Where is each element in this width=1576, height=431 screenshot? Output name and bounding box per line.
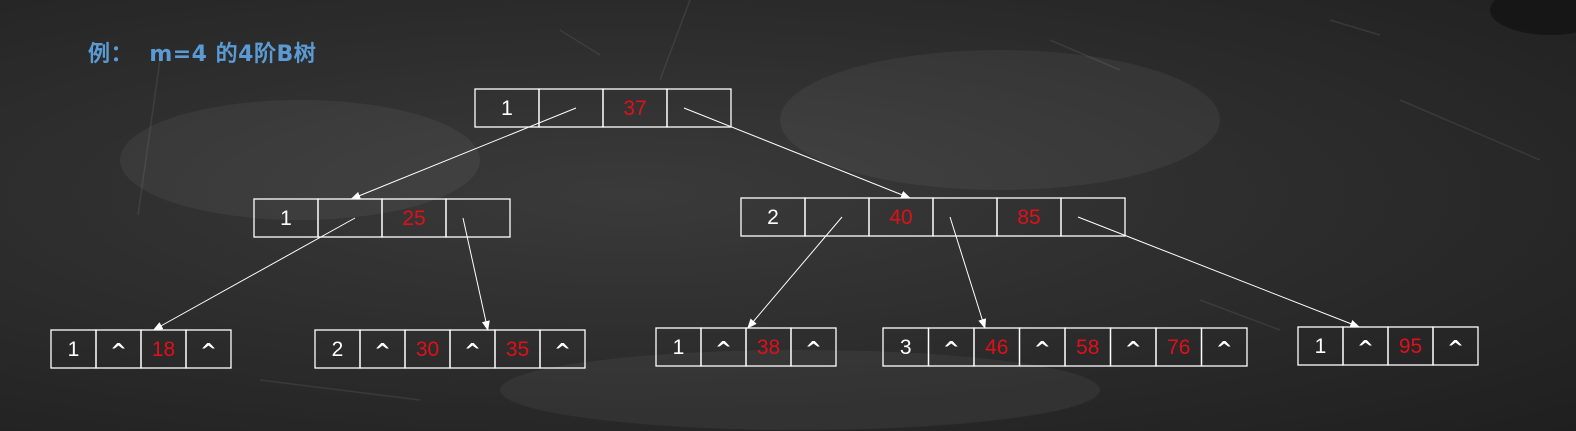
leaf2-null-pointer-1: ^ <box>464 339 481 363</box>
leaf4-null-pointer-0: ^ <box>943 337 960 361</box>
leaf3-null-pointer-1: ^ <box>805 337 822 361</box>
tree-node-leaf2: 2 ^ 30 ^ 35 ^ <box>314 329 586 369</box>
leaf1-key-count: 1 <box>68 338 80 361</box>
leaf2-null-pointer-0: ^ <box>374 339 391 363</box>
leaf4-null-pointer-1: ^ <box>1034 337 1051 361</box>
left-key-count: 1 <box>280 207 292 230</box>
right-key-count: 2 <box>767 206 779 229</box>
leaf4-key-count: 3 <box>900 336 912 359</box>
left-cell-ptr-1 <box>445 198 511 238</box>
edge-right-to-leaf4 <box>949 216 987 329</box>
root-key-count: 1 <box>501 97 513 120</box>
edge-right-to-leaf5 <box>1077 216 1361 328</box>
edge-root-to-right <box>683 107 911 199</box>
leaf5-null-pointer-1: ^ <box>1447 336 1464 360</box>
root-key-0: 37 <box>623 97 646 120</box>
leaf3-cell-ptr-1 <box>790 327 837 367</box>
leaf3-null-pointer-0: ^ <box>715 337 732 361</box>
tree-node-leaf5: 1 ^ 95 ^ <box>1297 326 1479 366</box>
leaf2-null-pointer-2: ^ <box>554 339 571 363</box>
leaf2-key-0: 30 <box>416 338 439 361</box>
right-cell-ptr-2 <box>1060 197 1126 237</box>
leaf3-key-count: 1 <box>673 336 685 359</box>
leaf2-cell-ptr-2 <box>539 329 586 369</box>
leaf5-key-count: 1 <box>1315 335 1327 358</box>
leaf1-cell-ptr-1 <box>185 329 232 369</box>
edges <box>152 107 1361 331</box>
right-cell-ptr-1 <box>932 197 998 237</box>
right-key-0: 40 <box>889 206 912 229</box>
tree-node-leaf1: 1 ^ 18 ^ <box>50 329 232 369</box>
tree-node-leaf3: 1 ^ 38 ^ <box>655 327 837 367</box>
root-cell-ptr-1 <box>666 88 732 128</box>
right-cell-ptr-0 <box>804 197 870 237</box>
tree-node-right: 2 40 85 <box>740 197 1126 237</box>
left-cell-ptr-0 <box>317 198 383 238</box>
leaf1-null-pointer-0: ^ <box>110 339 127 363</box>
leaf1-null-pointer-1: ^ <box>200 339 217 363</box>
leaf5-null-pointer-0: ^ <box>1357 336 1374 360</box>
leaf1-key-0: 18 <box>152 338 175 361</box>
leaf2-key-count: 2 <box>332 338 344 361</box>
leaf2-key-1: 35 <box>506 338 529 361</box>
edge-root-to-left <box>350 107 577 200</box>
left-key-0: 25 <box>402 207 425 230</box>
leaf4-key-1: 58 <box>1076 336 1099 359</box>
tree-node-leaf4: 3 ^ 46 ^ 58 ^ 76 ^ <box>882 327 1248 367</box>
leaf4-null-pointer-3: ^ <box>1216 337 1233 361</box>
root-cell-ptr-0 <box>538 88 604 128</box>
right-key-1: 85 <box>1017 206 1040 229</box>
leaf4-key-0: 46 <box>985 336 1008 359</box>
leaf4-key-2: 76 <box>1167 336 1190 359</box>
edge-right-to-leaf3 <box>747 216 843 329</box>
leaf5-key-0: 95 <box>1399 335 1422 358</box>
tree-node-left: 1 25 <box>253 198 511 238</box>
leaf3-key-0: 38 <box>757 336 780 359</box>
page-title: 例： m=4 的4阶B树 <box>88 42 317 67</box>
leaf5-cell-ptr-1 <box>1432 326 1479 366</box>
leaf4-cell-ptr-3 <box>1200 327 1248 367</box>
tree-node-root: 1 37 <box>474 88 732 128</box>
leaf4-null-pointer-2: ^ <box>1125 337 1142 361</box>
edge-left-to-leaf2 <box>462 217 490 331</box>
